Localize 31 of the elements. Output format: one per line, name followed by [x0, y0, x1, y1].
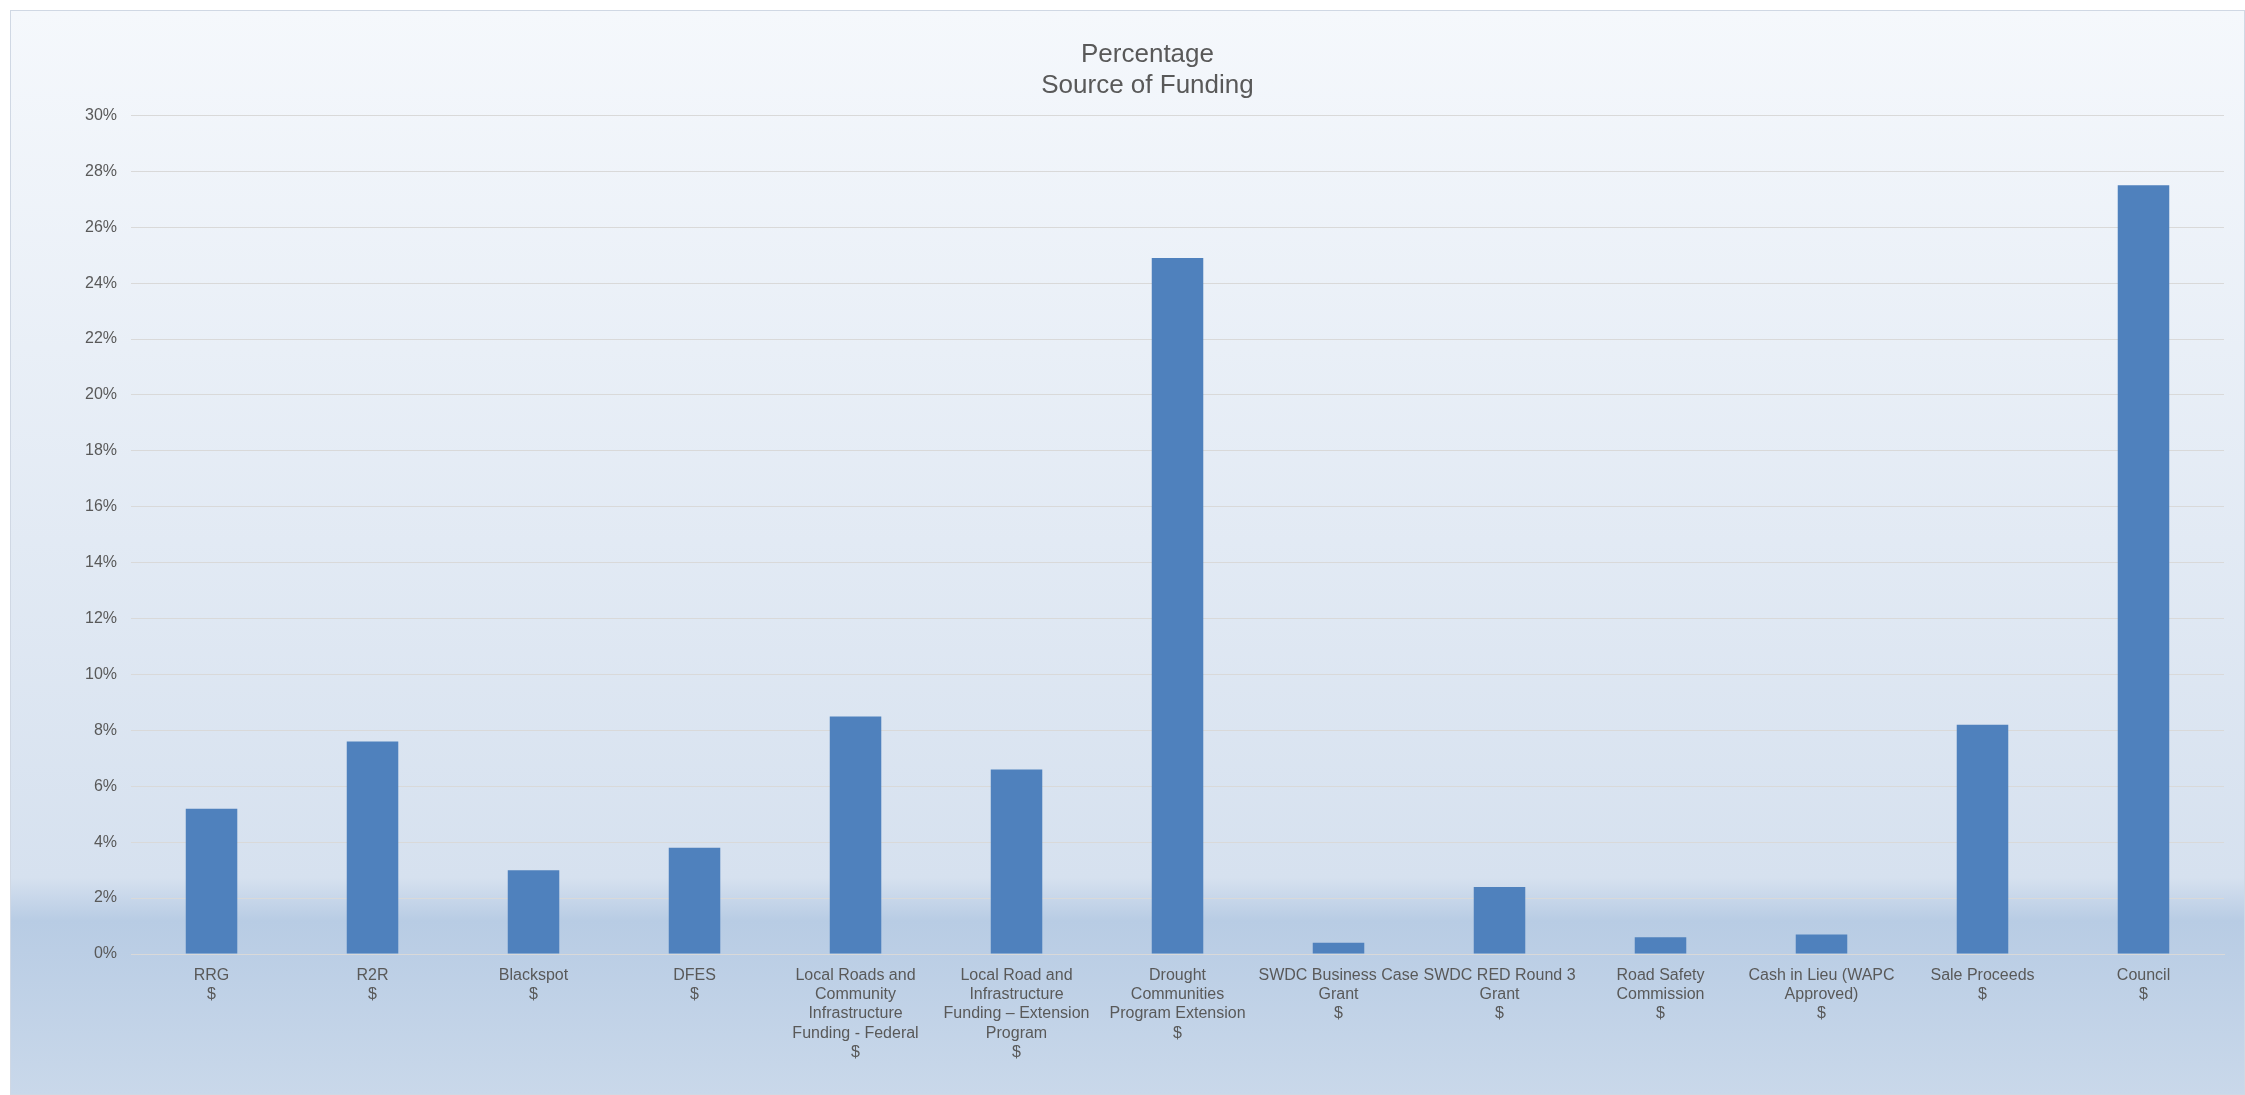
y-tick-label: 18%	[84, 441, 118, 459]
y-tick-label: 6%	[93, 776, 118, 794]
x-tick-label: Sale Proceeds $	[1930, 966, 2035, 1003]
y-tick-label: 30%	[84, 105, 118, 123]
y-tick-label: 20%	[84, 385, 118, 403]
x-tick-label: RRG $	[193, 966, 230, 1003]
x-tick-label: SWDC Business Case Grant $	[1258, 966, 1419, 1022]
chart-subtitle: Source of Funding	[1041, 68, 1254, 99]
x-tick-label: Road Safety Commission $	[1616, 966, 1705, 1022]
chart-title: Percentage	[1081, 37, 1214, 68]
y-tick-label: 8%	[93, 720, 118, 738]
y-tick-label: 26%	[84, 217, 118, 235]
x-tick-label: Blackspot $	[498, 966, 569, 1003]
y-tick-label: 10%	[84, 664, 118, 682]
y-tick-label: 12%	[84, 608, 118, 626]
x-tick-label: SWDC RED Round 3 Grant $	[1423, 966, 1576, 1022]
y-tick-label: 24%	[84, 273, 118, 291]
y-tick-label: 0%	[93, 944, 118, 962]
y-tick-label: 14%	[84, 553, 118, 571]
x-tick-label: Drought Communities Program Extension $	[1109, 966, 1246, 1041]
x-tick-label: Local Roads and Community Infrastructure Funding - Federal $	[792, 966, 919, 1060]
y-tick-label: 22%	[84, 329, 118, 347]
x-tick-label: Cash in Lieu (WAPC Approved) $	[1748, 966, 1895, 1022]
x-tick-label: DFES $	[673, 966, 716, 1003]
y-tick-label: 16%	[84, 497, 118, 515]
x-tick-label: Council $	[2116, 966, 2171, 1003]
y-tick-label: 4%	[93, 832, 118, 850]
x-tick-label: R2R $	[356, 966, 389, 1003]
x-tick-label: Local Road and Infrastructure Funding – Extension Program $	[943, 966, 1090, 1060]
y-tick-label: 28%	[84, 161, 118, 179]
y-tick-label: 2%	[93, 888, 118, 906]
